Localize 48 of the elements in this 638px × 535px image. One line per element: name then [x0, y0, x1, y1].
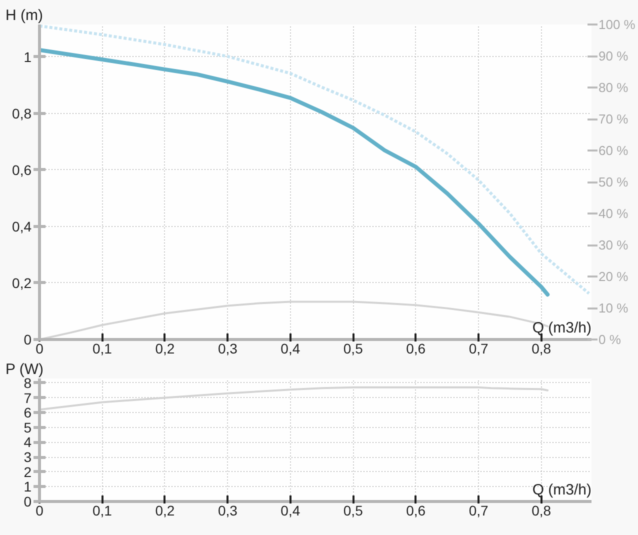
y2-tick-label: 50 % [598, 174, 629, 190]
x-tick-label: 0,2 [155, 340, 175, 356]
y2-tick-label: 60 % [598, 143, 629, 158]
x-tick-label: 0,4 [280, 340, 300, 356]
y-tick-label: 1 [24, 478, 32, 495]
x-tick-label: 0,5 [343, 340, 364, 356]
y-tick-label: 3 [24, 449, 32, 466]
x-tick-label: 0,8 [532, 340, 552, 356]
y2-tick-label: 100 % [598, 17, 636, 32]
line-series [40, 48, 550, 297]
x-tick-label: 0,4 [280, 502, 300, 518]
x-tick-label: 0 [36, 502, 44, 518]
x-tick-label: 0,3 [218, 340, 238, 356]
x-tick-label: 0,1 [92, 502, 112, 518]
y-axis-title: H (m) [6, 7, 43, 24]
x-tick-label: 0,2 [155, 502, 175, 518]
y2-tick-label: 90 % [598, 48, 629, 64]
line-series [40, 300, 549, 340]
y-tick-label: 4 [24, 434, 32, 450]
y2-tick-label: 0 % [598, 332, 622, 347]
x-tick-label: 0,6 [406, 340, 426, 356]
y-tick-label: 5 [24, 419, 32, 436]
y-tick-label: 0,8 [12, 105, 32, 122]
y-tick-label: 2 [24, 464, 32, 480]
y-tick-label: 6 [24, 404, 32, 421]
x-tick-label: 0,5 [343, 502, 364, 518]
y-tick-label: 0,4 [12, 218, 32, 234]
y-tick-label: 7 [24, 390, 32, 406]
y-tick-label: 1 [24, 48, 32, 65]
x-tick-label: 0,3 [218, 502, 238, 518]
y-tick-label: 0,6 [12, 162, 32, 178]
x-tick-label: 0,6 [406, 502, 426, 518]
x-tick-label: 0 [36, 340, 44, 356]
y-tick-label: 0,2 [12, 275, 32, 291]
x-tick-label: 0,1 [92, 340, 112, 356]
y2-tick-label: 40 % [598, 206, 629, 221]
x-tick-label: 0,8 [532, 502, 552, 518]
y2-tick-label: 20 % [598, 269, 629, 284]
line-series [40, 24, 590, 295]
x-axis-title: Q (m3/h) [532, 482, 592, 498]
y2-tick-label: 70 % [598, 112, 629, 126]
x-tick-label: 0,7 [468, 340, 489, 356]
y2-tick-label: 30 % [598, 238, 629, 252]
x-axis-title: Q (m3/h) [532, 320, 592, 336]
y2-tick-label: 10 % [598, 300, 629, 316]
x-tick-label: 0,7 [468, 502, 489, 518]
y2-tick-label: 80 % [598, 80, 629, 95]
line-series [40, 386, 549, 411]
